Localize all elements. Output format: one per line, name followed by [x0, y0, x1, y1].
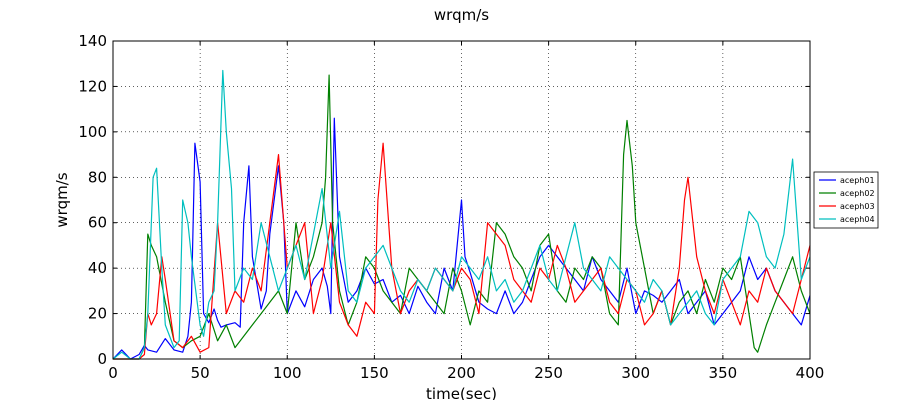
- y-tick-label: 0: [97, 350, 107, 368]
- x-tick-label: 300: [621, 364, 650, 382]
- y-tick-label: 20: [88, 305, 107, 323]
- axis-ticks: [112, 40, 811, 360]
- series-lines: [112, 69, 811, 360]
- legend-label: aceph01: [840, 176, 875, 185]
- series-line-aceph03: [113, 142, 811, 360]
- x-tick-label: 400: [796, 364, 825, 382]
- x-axis-label: time(sec): [426, 385, 497, 400]
- legend-label: aceph03: [840, 202, 875, 211]
- y-tick-label: 40: [88, 259, 107, 277]
- legend: aceph01 aceph02 aceph03 aceph04: [813, 171, 879, 229]
- x-tick-label: 200: [447, 364, 476, 382]
- legend-label: aceph02: [840, 189, 875, 198]
- legend-label: aceph04: [840, 215, 875, 224]
- x-tick-label: 350: [709, 364, 738, 382]
- y-tick-label: 60: [88, 214, 107, 232]
- x-tick-label: 0: [108, 364, 118, 382]
- x-tick-label: 250: [534, 364, 563, 382]
- x-tick-label: 100: [273, 364, 302, 382]
- y-axis-label: wrqm/s: [53, 172, 71, 227]
- grid-lines: [113, 41, 810, 359]
- x-tick-label: 50: [191, 364, 210, 382]
- y-tick-label: 100: [78, 123, 107, 141]
- y-tick-label: 140: [78, 32, 107, 50]
- series-line-aceph02: [113, 74, 811, 360]
- chart-title: wrqm/s: [434, 6, 489, 24]
- x-tick-label: 150: [360, 364, 389, 382]
- y-tick-label: 80: [88, 168, 107, 186]
- series-line-aceph01: [112, 117, 811, 360]
- x-tick-labels: 0 50 100 150 200 250 300 350 400: [108, 364, 824, 382]
- y-tick-label: 120: [78, 77, 107, 95]
- y-tick-labels: 0 20 40 60 80 100 120 140: [78, 32, 107, 368]
- series-line-aceph04: [112, 69, 811, 360]
